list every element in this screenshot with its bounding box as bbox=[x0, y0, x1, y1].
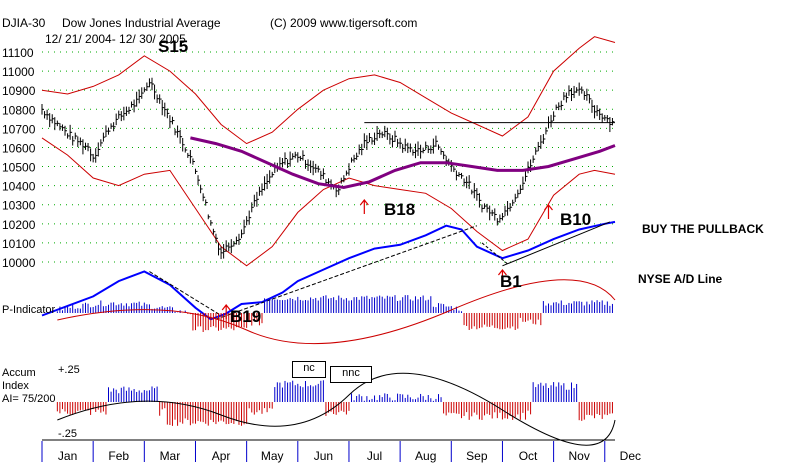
price-bars bbox=[41, 77, 615, 260]
month-label: Nov bbox=[569, 449, 590, 463]
month-label: Jan bbox=[58, 449, 77, 463]
month-label: Sep bbox=[466, 449, 488, 463]
ai-value-label: AI= 75/200 bbox=[2, 393, 56, 405]
y-tick-label: 10700 bbox=[2, 122, 36, 136]
p-indicator-label: P-Indicator bbox=[2, 304, 56, 316]
signal-s15: S15 bbox=[158, 37, 188, 56]
nnc-box: nnc bbox=[330, 366, 372, 383]
nc-box-label: nc bbox=[303, 362, 315, 374]
month-axis: Jan Feb Mar Apr May Jun Jul Aug Sep Oct Nov Dec bbox=[41, 441, 641, 463]
y-tick-label: 10600 bbox=[2, 141, 36, 155]
signal-b18: B18 bbox=[384, 200, 415, 219]
y-tick-label: 11100 bbox=[2, 46, 34, 60]
accum-label: Accum bbox=[2, 367, 36, 379]
ad-line-path bbox=[41, 220, 616, 321]
symbol-label: DJIA-30 bbox=[2, 16, 46, 30]
moving-average bbox=[190, 136, 616, 190]
buy-arrow-icon bbox=[497, 269, 507, 284]
buy-pullback-note: BUY THE PULLBACK bbox=[642, 222, 764, 236]
accum-tick-bottom: -.25 bbox=[58, 428, 77, 440]
signal-b1: B1 bbox=[500, 272, 522, 291]
date-range-label: 12/ 21/ 2004- 12/ 30/ 2005 bbox=[45, 32, 186, 46]
month-label: Jun bbox=[314, 449, 333, 463]
index-label: Index bbox=[2, 380, 29, 392]
month-label: Oct bbox=[519, 449, 538, 463]
grid-lines bbox=[42, 51, 615, 263]
month-label: Mar bbox=[160, 449, 181, 463]
b1-trend-line bbox=[481, 242, 508, 265]
trend-lines bbox=[149, 122, 615, 320]
month-label: Apr bbox=[212, 449, 231, 463]
signal-b10: B10 bbox=[560, 210, 591, 229]
lower-band-line bbox=[41, 137, 616, 267]
accum-index-histogram bbox=[56, 372, 616, 446]
y-axis-ticks: 11100 11000 10900 10800 10700 10600 10500 10400… bbox=[2, 46, 36, 270]
p-indicator-histogram bbox=[56, 279, 616, 345]
buy-arrow-icon bbox=[359, 199, 369, 214]
month-label: Dec bbox=[620, 449, 641, 463]
p-indicator-ma bbox=[57, 279, 616, 345]
accum-ma bbox=[57, 372, 616, 446]
month-label: May bbox=[261, 449, 284, 463]
accum-tick-top: +.25 bbox=[58, 364, 80, 376]
index-name-label: Dow Jones Industrial Average bbox=[62, 16, 221, 30]
moving-average-line bbox=[190, 136, 616, 190]
y-tick-label: 11000 bbox=[2, 65, 35, 79]
b10-trend-line bbox=[502, 221, 611, 267]
nnc-box-label: nnc bbox=[342, 367, 360, 379]
y-tick-label: 10400 bbox=[2, 180, 36, 194]
y-tick-label: 10200 bbox=[2, 218, 36, 232]
y-tick-label: 10500 bbox=[2, 161, 36, 175]
y-tick-label: 10300 bbox=[2, 199, 36, 213]
ad-downtrend-line bbox=[149, 271, 222, 316]
nc-box: nc bbox=[292, 361, 326, 378]
nyse-ad-note: NYSE A/D Line bbox=[638, 272, 723, 286]
month-label: Jul bbox=[367, 449, 382, 463]
copyright-label: (C) 2009 www.tigersoft.com bbox=[270, 16, 417, 30]
signal-arrows bbox=[221, 199, 553, 319]
y-tick-label: 10900 bbox=[2, 84, 36, 98]
buy-arrow-icon bbox=[544, 204, 553, 219]
y-tick-label: 10800 bbox=[2, 103, 36, 117]
month-label: Feb bbox=[108, 449, 129, 463]
signal-b19: B19 bbox=[230, 307, 261, 326]
ad-line bbox=[41, 220, 616, 321]
y-tick-label: 10000 bbox=[2, 256, 36, 270]
y-tick-label: 10100 bbox=[2, 237, 36, 251]
bollinger-bands bbox=[41, 36, 616, 267]
ad-uptrend-line bbox=[215, 225, 478, 320]
month-label: Aug bbox=[415, 449, 436, 463]
buy-arrow-icon bbox=[221, 304, 231, 319]
upper-band-line bbox=[41, 36, 616, 145]
